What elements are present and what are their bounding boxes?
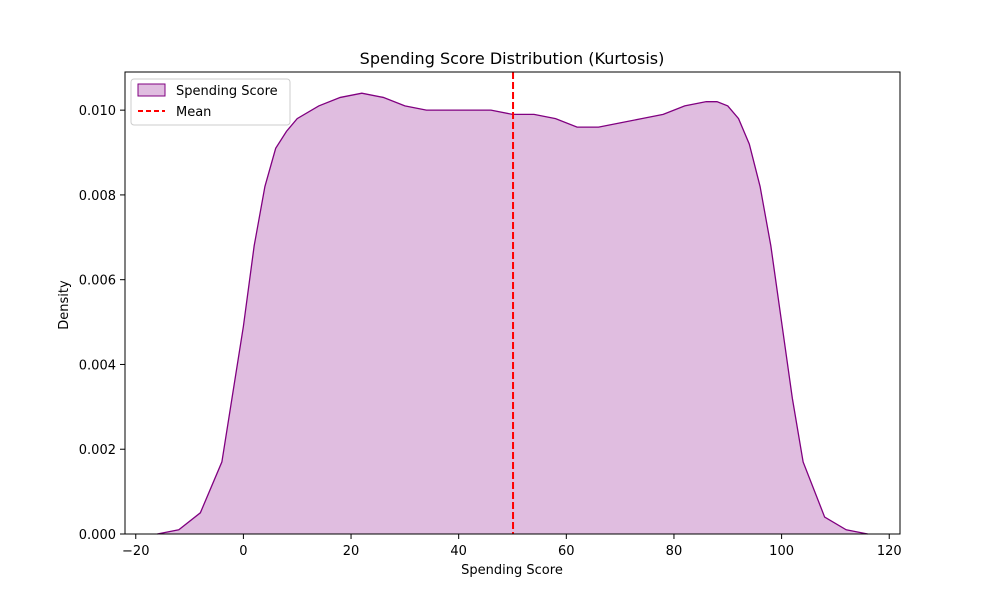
y-tick-label: 0.004 xyxy=(79,358,116,373)
plot-frame xyxy=(124,71,901,535)
plot-area xyxy=(124,71,901,535)
legend: Spending Score Mean xyxy=(130,78,291,126)
y-axis: 0.000 0.002 0.004 0.006 0.008 0.010 xyxy=(79,104,125,543)
x-tick-label: 80 xyxy=(666,544,683,559)
legend-swatch-spending-score xyxy=(137,83,166,97)
legend-label-spending-score: Spending Score xyxy=(176,84,278,99)
y-tick-label: 0.002 xyxy=(79,443,116,458)
x-tick-label: 40 xyxy=(450,544,467,559)
kde-line xyxy=(157,92,868,535)
x-tick-label: 60 xyxy=(558,544,575,559)
x-tick-label: 0 xyxy=(239,544,247,559)
y-axis-label: Density xyxy=(57,280,72,330)
chart-title: Spending Score Distribution (Kurtosis) xyxy=(360,49,665,68)
legend-box xyxy=(130,78,291,126)
x-tick-label: 20 xyxy=(343,544,360,559)
x-axis: −20 0 20 40 60 80 100 120 xyxy=(122,534,902,559)
y-tick-label: 0.008 xyxy=(79,189,116,204)
y-tick-label: 0.006 xyxy=(79,274,116,289)
x-tick-label: −20 xyxy=(122,544,149,559)
legend-label-mean: Mean xyxy=(176,105,211,120)
x-axis-label: Spending Score xyxy=(461,563,563,578)
y-tick-label: 0.000 xyxy=(79,528,116,543)
y-tick-label: 0.010 xyxy=(79,104,116,119)
x-tick-label: 100 xyxy=(769,544,794,559)
x-tick-label: 120 xyxy=(877,544,902,559)
